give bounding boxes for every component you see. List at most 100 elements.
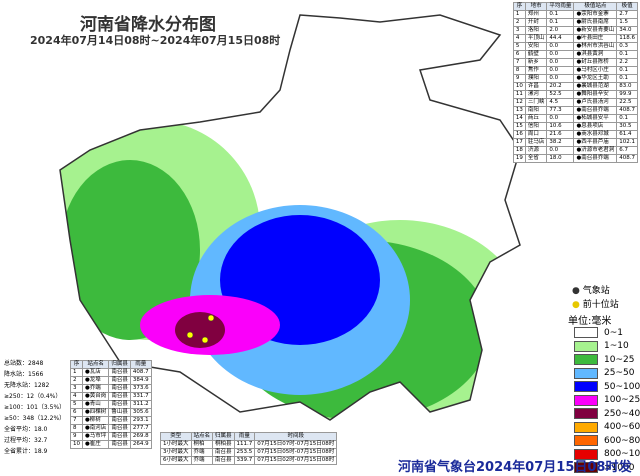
cell: 269.8 (129, 432, 152, 441)
table-row: 10 许昌 20.2 ●襄城县范湖 83.0 (512, 82, 638, 91)
cell: 44.4 (546, 34, 575, 43)
legend-label: 600~800 (604, 435, 640, 446)
cell: 5 (70, 400, 83, 409)
stat: 全省平均：18.0 (4, 426, 48, 433)
table-row: 1 ●瓦店 南召县 408.7 (70, 368, 152, 377)
cell: 新乡 (524, 58, 548, 67)
marker-label: 前十位站 (582, 300, 619, 310)
top-station (186, 331, 194, 339)
cell: 乔端 (190, 456, 214, 465)
cell: ●马村区小庄 (573, 66, 618, 75)
stats: 总站数：2848 降水站：1566 无降水站：1282 ≥250：12（0.4%） ≥1… (4, 358, 65, 457)
cell: ●封丘县陈桥 (573, 58, 618, 67)
table-row: 6 鹤壁 0.0 ●淇县黄洞 0.1 (512, 50, 638, 59)
cell: 驻马店 (524, 138, 548, 147)
cell: 18 (512, 146, 526, 155)
cell: 南召县 (108, 368, 131, 377)
legend-label: 10~25 (604, 354, 635, 365)
cell: ●龙埠 (81, 376, 110, 385)
column-header: 序 (512, 2, 526, 11)
cell: 264.9 (129, 440, 152, 449)
cell: 6小时最大 (160, 456, 192, 465)
cell: 253.5 (233, 448, 256, 457)
legend-label: 1~10 (604, 341, 629, 352)
table-row: 9 濮阳 0.0 ●华龙区王助 0.1 (512, 74, 638, 83)
table-row: 15 信阳 10.6 ●息县项店 30.5 (512, 122, 638, 131)
cell: 0.1 (616, 114, 638, 123)
header-row: 序站点名 归属县 雨量 (70, 360, 152, 369)
cell: 34.0 (616, 26, 638, 35)
legend-swatch (574, 367, 598, 379)
cell: 373.6 (129, 384, 152, 393)
cell: 1小时最大 (160, 440, 192, 449)
cell: 4 (512, 34, 526, 43)
legend-swatch (574, 408, 598, 420)
legend-item: 50~100 (574, 380, 640, 394)
cell: 102.1 (616, 138, 638, 147)
cell: 111.7 (233, 440, 256, 449)
legend-label: 25~50 (604, 368, 635, 379)
cell: 277.7 (129, 424, 152, 433)
cell: 6.7 (616, 146, 638, 155)
legend-swatch (574, 448, 598, 460)
table-row: 3小时最大 乔端 南召县 253.5 07月15日05时-07月15日08时 (160, 448, 338, 457)
cell: 0.0 (546, 146, 575, 155)
cell: 0.0 (546, 58, 575, 67)
table-row: 6小时最大 乔端 南召县 339.7 07月15日02时-07月15日08时 (160, 456, 338, 465)
cell: 9 (512, 74, 526, 83)
cell: ●襄城县范湖 (573, 82, 618, 91)
table-row: 7 ●柳树 南召县 293.1 (70, 416, 152, 425)
cell: 南召县 (108, 424, 131, 433)
cell: 07月15日05时-07月15日08时 (254, 448, 338, 457)
cell: 408.7 (129, 368, 152, 377)
legend-swatch (574, 435, 598, 447)
cell: 0.0 (546, 42, 575, 51)
cell: 0.1 (546, 10, 575, 19)
marker-legend: ● 气象站 ● 前十位站 (572, 286, 619, 310)
cell: 南召县 (108, 376, 131, 385)
cell: 南召县 (212, 448, 235, 457)
cell: ●南召县乔端 (573, 154, 618, 163)
cell: 10.6 (546, 122, 575, 131)
column-header: 雨量 (233, 432, 256, 441)
cell: 17 (512, 138, 526, 147)
cell: 桐柏县 (212, 440, 235, 449)
cell: 6 (70, 408, 83, 417)
cell: ●华龙区王助 (573, 74, 618, 83)
cell: 1 (70, 368, 83, 377)
cell: 济源 (524, 146, 548, 155)
cell: 15 (512, 122, 526, 131)
cell: 南召县 (108, 440, 131, 449)
cell: 许昌 (524, 82, 548, 91)
cell: 8 (70, 424, 83, 433)
table-row: 4 平顶山 44.4 ●叶县田庄 118.6 (512, 34, 638, 43)
cell: ●四棵树 (81, 408, 110, 417)
legend-item: 250~400 (574, 407, 640, 421)
cell: 293.1 (129, 416, 152, 425)
legend-swatch (574, 462, 598, 474)
cell: 10 (512, 82, 526, 91)
cell: 14 (512, 114, 526, 123)
cell: 0.1 (616, 50, 638, 59)
cell: 52.5 (546, 90, 575, 99)
cell: 焦作 (524, 66, 548, 75)
cell: 南召县 (108, 384, 131, 393)
cell: ●济源市老君洞 (573, 146, 618, 155)
legend-item: 25~50 (574, 367, 640, 381)
cell: ●柘城县安平 (573, 114, 618, 123)
legend: 0~1 1~10 10~25 25~50 50~100 100~250 250~400 400… (574, 326, 640, 475)
table-row: 3 洛阳 2.0 ●新安县青要山 34.0 (512, 26, 638, 35)
table-row: 12 三门峡 4.5 ●卢氏县汤河 22.5 (512, 98, 638, 107)
cell: 13 (512, 106, 526, 115)
legend-item: >1000 (574, 461, 640, 475)
cell: 平顶山 (524, 34, 548, 43)
cell: 南召县 (108, 432, 131, 441)
cell: 408.7 (616, 154, 638, 163)
cell: 99.9 (616, 90, 638, 99)
cell: 鲁山县 (108, 408, 131, 417)
legend-swatch (574, 340, 598, 352)
table-row: 9 ●马市坪 南召县 269.8 (70, 432, 152, 441)
legend-item: 600~800 (574, 434, 640, 448)
cell: 21.6 (546, 130, 575, 139)
column-header: 极值 (616, 2, 638, 11)
